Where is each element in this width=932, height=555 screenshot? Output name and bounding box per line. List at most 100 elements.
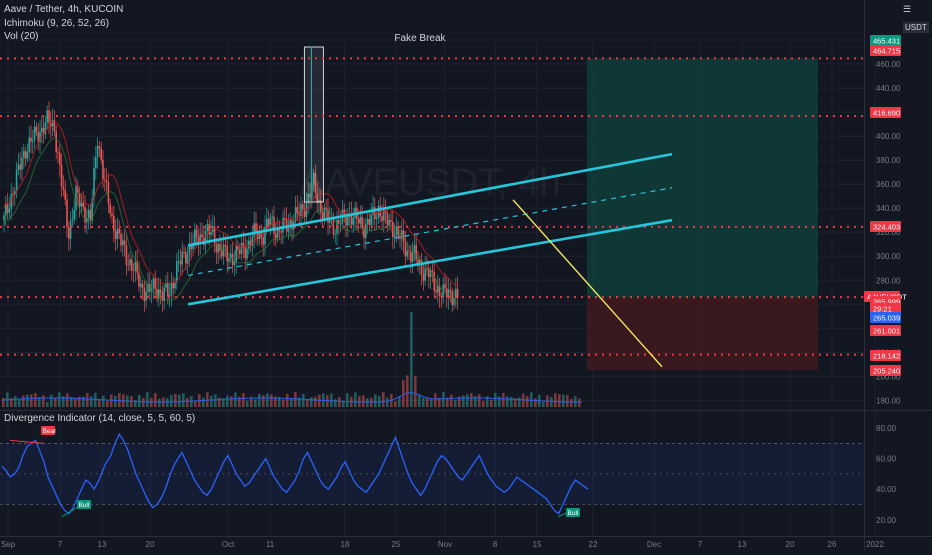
candle-body-30 bbox=[57, 152, 59, 153]
price-tag-1: 464.715 bbox=[873, 47, 900, 56]
volume-bar-116 bbox=[466, 394, 469, 407]
candle-body-70 bbox=[129, 259, 131, 265]
candle-body-89 bbox=[163, 287, 165, 301]
x-tick-label-13: 7 bbox=[698, 540, 703, 549]
price-tag-7: 265.039 bbox=[873, 314, 900, 323]
volume-bar-88 bbox=[354, 392, 357, 407]
oscillator-title[interactable]: Divergence Indicator (14, close, 5, 5, 6… bbox=[4, 413, 196, 424]
volume-bar-21 bbox=[86, 392, 89, 407]
candle-body-198 bbox=[359, 216, 362, 224]
volume-bar-5 bbox=[22, 395, 25, 407]
candle-body-35 bbox=[66, 199, 68, 227]
volume-bar-7 bbox=[30, 394, 33, 407]
candle-body-75 bbox=[138, 272, 140, 287]
candle-body-86 bbox=[158, 289, 160, 299]
volume-bar-77 bbox=[310, 397, 313, 407]
candle-body-47 bbox=[87, 209, 90, 219]
candle-body-44 bbox=[82, 202, 84, 207]
x-tick-label-15: 20 bbox=[786, 540, 795, 549]
volume-bar-126 bbox=[506, 396, 509, 407]
candle-body-15 bbox=[30, 137, 32, 142]
volume-bar-45 bbox=[182, 393, 185, 407]
candle-body-230 bbox=[417, 259, 419, 264]
volume-bar-12 bbox=[50, 394, 53, 407]
candle-body-59 bbox=[109, 203, 111, 214]
price-tag-bg-1 bbox=[870, 45, 901, 56]
price-tag-bg-3 bbox=[870, 221, 901, 232]
candle-body-94 bbox=[172, 282, 174, 289]
price-tag-9: 218.142 bbox=[873, 352, 900, 361]
y-tick-label-7: 320.00 bbox=[876, 228, 901, 237]
candle-body-11 bbox=[23, 150, 25, 158]
settings-icon[interactable]: ☰ bbox=[903, 4, 912, 14]
candle-body-52 bbox=[96, 146, 99, 158]
candle-body-78 bbox=[143, 288, 146, 301]
candle-body-7 bbox=[15, 169, 18, 192]
bull-signal-label-1: Bull bbox=[79, 502, 90, 509]
candle-body-197 bbox=[357, 218, 360, 224]
volume-bar-42 bbox=[170, 394, 173, 407]
candle-body-65 bbox=[120, 233, 122, 246]
volume-bar-48 bbox=[194, 401, 197, 407]
candle-body-191 bbox=[347, 216, 349, 226]
volume-bar-6 bbox=[26, 394, 29, 407]
candle-body-172 bbox=[312, 172, 315, 185]
candle-body-151 bbox=[275, 233, 277, 239]
candle-body-186 bbox=[338, 219, 340, 224]
volume-bar-4 bbox=[18, 399, 21, 407]
candle-body-156 bbox=[284, 218, 286, 220]
candle-body-51 bbox=[95, 157, 97, 168]
candle-body-63 bbox=[116, 228, 119, 240]
price-tag-10: 205.240 bbox=[873, 367, 900, 376]
volume-bar-103 bbox=[414, 375, 417, 407]
volume-bar-11 bbox=[46, 402, 49, 407]
x-tick-label-5: 11 bbox=[266, 540, 275, 549]
volume-bar-9 bbox=[38, 396, 41, 407]
volume-bar-98 bbox=[394, 401, 397, 407]
down-trendline bbox=[512, 199, 663, 368]
volume-legend[interactable]: Vol (20) bbox=[4, 31, 39, 42]
candle-body-91 bbox=[167, 283, 169, 297]
candle-body-19 bbox=[37, 132, 39, 143]
volume-bar-67 bbox=[270, 394, 273, 407]
volume-bar-133 bbox=[534, 398, 537, 407]
candle-body-102 bbox=[186, 254, 189, 264]
candle-body-128 bbox=[233, 261, 236, 266]
volume-bar-64 bbox=[258, 393, 261, 407]
bull-signal-label-2: Bull bbox=[568, 510, 579, 517]
volume-bar-60 bbox=[242, 393, 245, 407]
candle-body-105 bbox=[192, 243, 194, 250]
candle-body-8 bbox=[17, 164, 20, 170]
volume-bar-19 bbox=[78, 396, 81, 407]
volume-bar-34 bbox=[138, 394, 141, 407]
candle-body-224 bbox=[406, 250, 408, 257]
currency-button[interactable]: USDT bbox=[903, 22, 929, 33]
candle-body-190 bbox=[345, 214, 347, 226]
ichimoku-legend[interactable]: Ichimoku (9, 26, 52, 26) bbox=[4, 18, 110, 29]
candle-body-241 bbox=[437, 285, 439, 293]
candle-body-165 bbox=[300, 204, 302, 217]
volume-bar-2 bbox=[10, 398, 13, 407]
price-tag-bg-9 bbox=[870, 350, 901, 361]
symbol-title[interactable]: Aave / Tether, 4h, KUCOIN bbox=[4, 4, 124, 15]
candle-body-132 bbox=[240, 242, 243, 254]
volume-bar-85 bbox=[342, 400, 345, 407]
price-tag-6: 29:21 bbox=[873, 305, 892, 314]
bear-divergence-line bbox=[9, 439, 45, 444]
stop-loss-zone bbox=[587, 297, 818, 371]
price-tag-bg-0 bbox=[870, 35, 901, 46]
candle-body-55 bbox=[102, 160, 104, 180]
volume-bar-16 bbox=[66, 393, 69, 407]
candle-body-36 bbox=[68, 226, 70, 239]
candle-body-17 bbox=[33, 126, 36, 141]
candle-body-104 bbox=[190, 243, 192, 250]
volume-bar-54 bbox=[218, 397, 221, 407]
volume-bar-79 bbox=[318, 394, 321, 407]
candle-body-215 bbox=[390, 220, 392, 222]
candle-body-187 bbox=[339, 223, 342, 225]
candle-body-220 bbox=[399, 235, 401, 239]
candle-body-106 bbox=[194, 229, 196, 244]
volume-bar-144 bbox=[578, 398, 581, 407]
candle-body-147 bbox=[267, 218, 270, 226]
